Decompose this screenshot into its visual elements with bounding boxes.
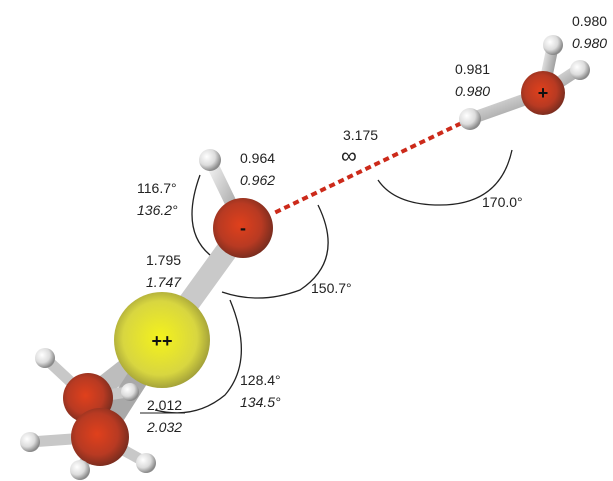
label: 116.7° xyxy=(137,180,177,196)
label: 1.795 xyxy=(146,252,181,268)
label: 0.981 xyxy=(455,61,490,77)
label: 0.962 xyxy=(240,172,275,188)
label: ∞ xyxy=(341,143,357,168)
charge: ++ xyxy=(151,331,172,351)
label: 128.4° xyxy=(240,372,281,388)
label: 134.5° xyxy=(240,394,281,410)
hydrogen-atom xyxy=(136,453,156,473)
hydrogen-atom xyxy=(570,60,590,80)
label: 136.2° xyxy=(137,202,178,218)
label: 2.012 xyxy=(147,397,182,413)
label: 0.964 xyxy=(240,150,275,166)
hydrogen-atom xyxy=(70,460,90,480)
hydrogen-atom xyxy=(20,432,40,452)
charge: + xyxy=(538,83,549,103)
hydrogen-atom xyxy=(199,149,221,171)
label: 0.980 xyxy=(455,83,490,99)
label: 1.747 xyxy=(146,274,182,290)
label: 0.980 xyxy=(572,13,607,29)
angle-arc xyxy=(192,175,210,255)
hydrogen-atom xyxy=(35,348,55,368)
label: 150.7° xyxy=(311,280,352,296)
charge: - xyxy=(240,218,246,238)
label: 3.175 xyxy=(343,127,378,143)
bonds xyxy=(30,45,578,470)
hydrogen-atom xyxy=(543,35,563,55)
hydrogen-atom xyxy=(459,108,481,130)
molecule-diagram: + - ++ 0.980 0.980 0.981 0.980 3.175 ∞ 0… xyxy=(0,0,613,481)
label: 2.032 xyxy=(146,419,182,435)
label: 170.0° xyxy=(482,194,523,210)
carbon-atom xyxy=(71,408,129,466)
label: 0.980 xyxy=(572,35,607,51)
hydrogen-atom xyxy=(121,383,139,401)
